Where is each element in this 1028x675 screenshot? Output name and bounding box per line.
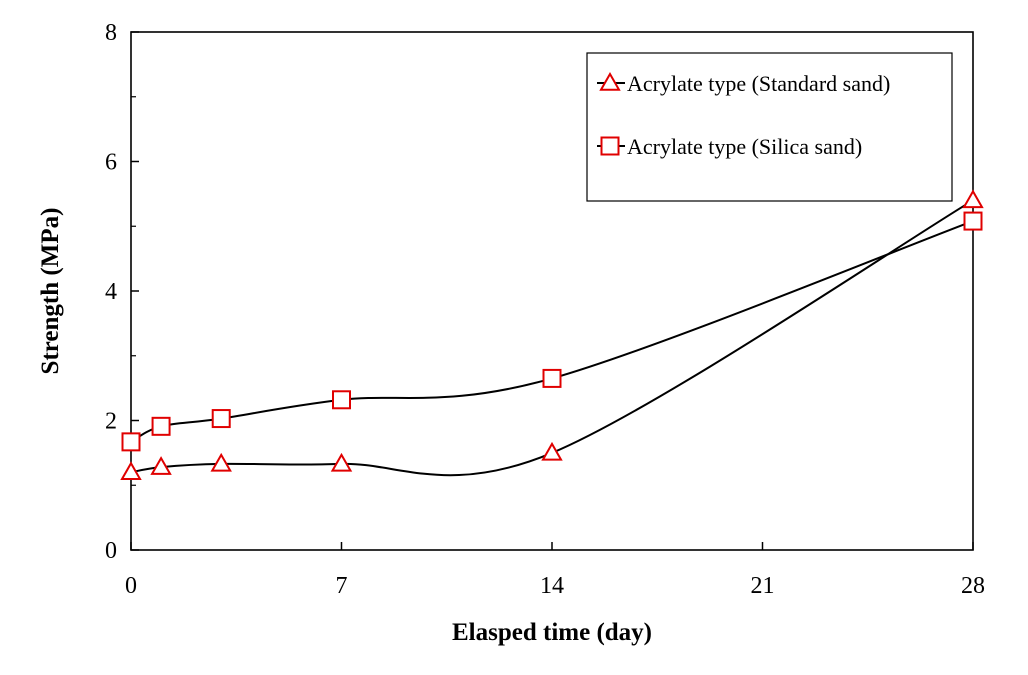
x-tick-label: 7 xyxy=(336,573,348,599)
x-tick-label: 0 xyxy=(125,573,137,599)
x-tick-label: 28 xyxy=(961,573,985,599)
series-2-point xyxy=(151,416,171,436)
series-2-line xyxy=(130,220,974,443)
legend-label: Acrylate type (Silica sand) xyxy=(627,134,862,159)
series-2-point xyxy=(963,211,983,231)
series-2-point xyxy=(542,368,562,388)
series-1 xyxy=(120,189,984,481)
x-tick-label: 21 xyxy=(751,573,775,599)
series-layer xyxy=(120,189,984,481)
y-tick-label: 0 xyxy=(105,538,117,564)
series-1-point xyxy=(150,456,172,475)
x-tick-label: 14 xyxy=(540,573,564,599)
legend-marker xyxy=(600,136,620,156)
tick-marks xyxy=(130,31,974,551)
series-2-point xyxy=(121,432,141,452)
tick-labels: 0 2 4 6 8 0 7 14 21 28 xyxy=(105,20,985,599)
x-axis-title: Elasped time (day) xyxy=(452,619,652,646)
y-tick-label: 6 xyxy=(105,150,117,176)
legend-label: Acrylate type (Standard sand) xyxy=(627,71,890,96)
legend-entry-1: Acrylate type (Standard sand) xyxy=(597,71,890,96)
y-tick-label: 2 xyxy=(105,409,117,435)
legend-entry-2: Acrylate type (Silica sand) xyxy=(597,134,862,159)
legend-box xyxy=(586,52,953,202)
y-tick-label: 8 xyxy=(105,20,117,46)
legend-marker xyxy=(599,71,621,91)
series-1-point xyxy=(962,189,984,209)
series-1-point xyxy=(120,461,142,481)
series-2-point xyxy=(332,390,351,410)
series-1-point xyxy=(330,452,353,472)
series-1-line xyxy=(130,199,974,477)
y-tick-label: 4 xyxy=(105,279,117,305)
series-2 xyxy=(121,211,983,452)
series-1-point xyxy=(541,441,563,461)
series-2-point xyxy=(211,409,231,429)
series-1-point xyxy=(210,452,232,472)
y-axis-title: Strength (MPa) xyxy=(37,208,64,375)
legend: Acrylate type (Standard sand) Acrylate ty… xyxy=(586,52,953,202)
